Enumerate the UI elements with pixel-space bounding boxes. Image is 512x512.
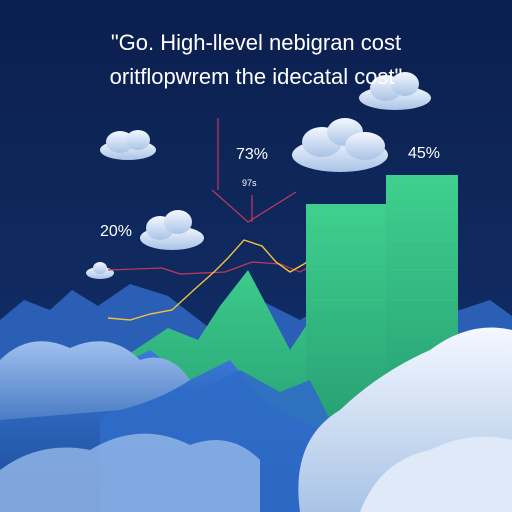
bar-texture: [310, 209, 456, 301]
headline-line-2: oritflopwrem the idecatal cost": [109, 64, 403, 89]
pink-connector-lines: [107, 118, 319, 275]
headline: "Go. High-llevel nebigran cost oritflopw…: [0, 26, 512, 94]
label-45-percent: 45%: [408, 145, 441, 162]
sky-cloud-center: [292, 118, 388, 172]
foreground-cloud-left: [0, 341, 190, 420]
label-73-percent: 73%: [236, 146, 269, 163]
yellow-line-series: [107, 239, 321, 321]
foreground-cloud-right-front: [360, 436, 512, 512]
label-20-percent: 20%: [100, 223, 133, 240]
sky-cloud-left: [100, 130, 156, 160]
sky-cloud-mid-left: [140, 210, 204, 250]
sky-cloud-top-right: [359, 72, 431, 110]
foreground-cloud-bottom: [0, 433, 260, 512]
sky-cloud-small: [86, 262, 114, 279]
label-97s: 97s: [242, 178, 257, 188]
headline-line-1: "Go. High-llevel nebigran cost: [110, 30, 402, 55]
